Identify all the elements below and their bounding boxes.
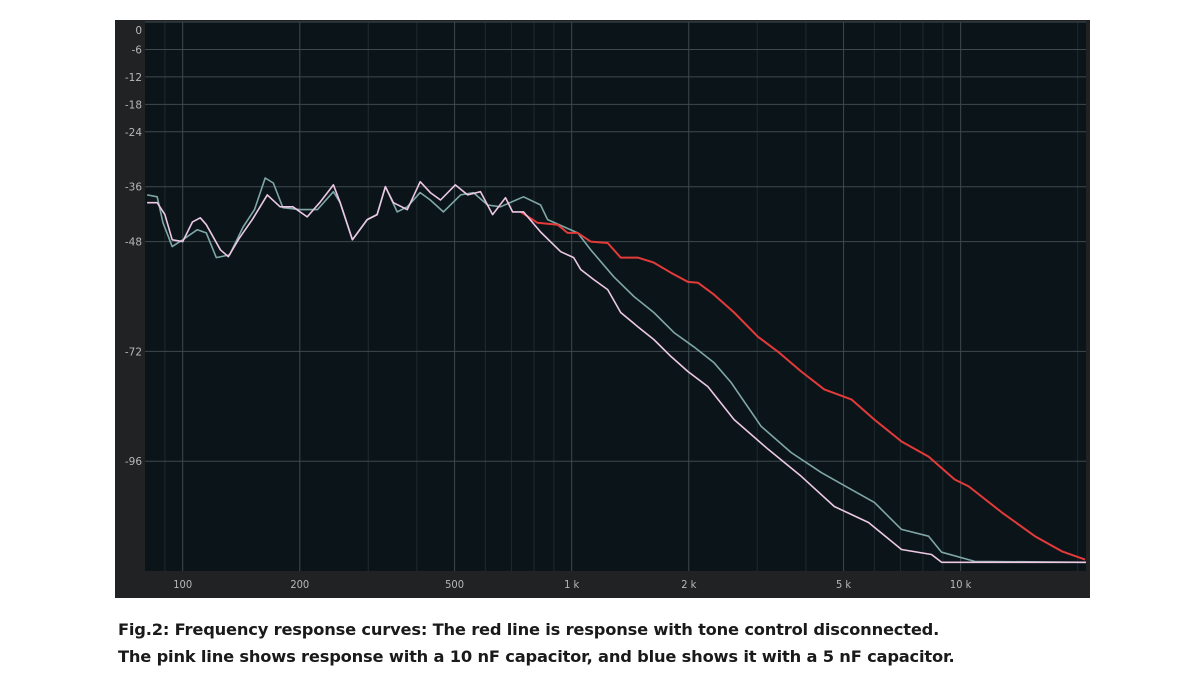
series-line-0 <box>146 177 1087 564</box>
y-tick-label: -48 <box>125 237 142 249</box>
x-tick-label: 5 k <box>836 578 851 591</box>
plot-area <box>145 22 1086 571</box>
y-tick-label: -96 <box>125 456 142 468</box>
y-axis: 0 -6 -12 -18 -24 -36 -48 -72 -96 <box>125 25 142 468</box>
x-tick-label: 100 <box>173 578 192 591</box>
x-tick-label: 500 <box>445 578 464 591</box>
x-axis: 100 200 500 1 k 2 k 5 k 10 k <box>173 578 971 591</box>
y-tick-label: -36 <box>125 182 142 194</box>
y-tick-label: 0 <box>135 25 142 37</box>
grid <box>145 21 1086 571</box>
series-line-2 <box>147 180 1086 564</box>
y-tick-label: -72 <box>125 346 142 358</box>
caption-line-1: Fig.2: Frequency response curves: The re… <box>118 620 940 639</box>
series-lines <box>146 177 1087 564</box>
x-tick-label: 1 k <box>564 578 579 591</box>
caption-line-2: The pink line shows response with a 10 n… <box>118 647 955 666</box>
series-line-1 <box>520 211 1086 561</box>
y-tick-label: -6 <box>132 44 143 56</box>
y-tick-label: -24 <box>125 127 142 139</box>
x-tick-label: 2 k <box>681 578 696 591</box>
figure-caption: Fig.2: Frequency response curves: The re… <box>118 616 955 670</box>
x-tick-label: 200 <box>290 578 309 591</box>
y-tick-label: -12 <box>125 72 142 84</box>
frequency-response-chart: 0 -6 -12 -18 -24 -36 -48 -72 -96 100 200 500 1 k 2 k… <box>115 20 1090 598</box>
x-tick-label: 10 k <box>950 578 972 591</box>
y-tick-label: -18 <box>125 99 142 111</box>
